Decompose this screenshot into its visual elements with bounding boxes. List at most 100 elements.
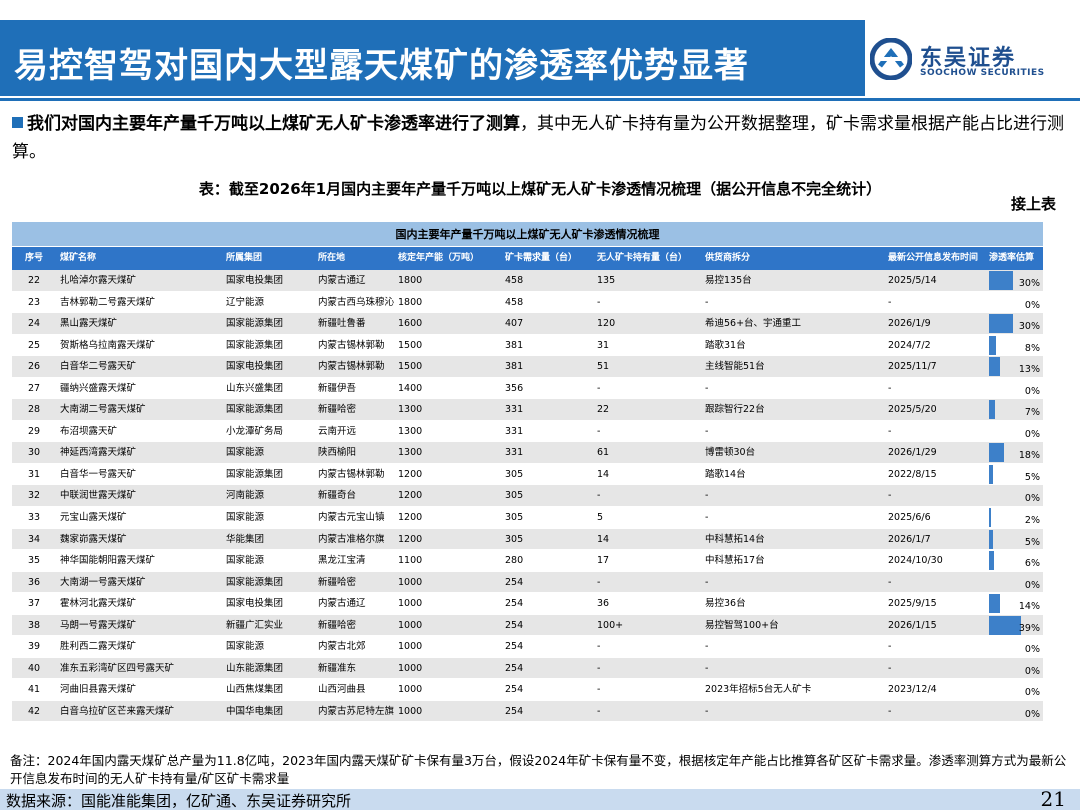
table-cell-supplier: 希迪56+台、宇通重工: [705, 318, 802, 330]
penetration-value: 0%: [1024, 299, 1040, 311]
table-cell-supplier: -: [705, 705, 709, 717]
col-header: 核定年产能（万吨）: [398, 253, 480, 263]
table-row: 40 准东五彩湾矿区四号露天矿 山东能源集团 新疆准东 1000 254 - - - 0%: [12, 657, 1043, 680]
col-header: 无人矿卡持有量（台）: [597, 253, 688, 263]
table-cell-no: 42: [27, 705, 41, 717]
table-cell-name: 大南湖二号露天煤矿: [60, 404, 146, 416]
table-cell-group: 国家电投集团: [226, 361, 284, 373]
table-row: 30 神延西湾露天煤矿 国家能源 陕西榆阳 1300 331 61 博雷顿30台 2026/1/…: [12, 442, 1043, 464]
soochow-logo-icon: [870, 38, 912, 80]
penetration-bar: [989, 335, 996, 355]
table-cell-loc: 内蒙古锡林郭勒: [318, 339, 385, 351]
table-cell-date: -: [888, 490, 892, 502]
table-cell-no: 33: [27, 512, 41, 524]
table-caption: 国内主要年产量千万吨以上煤矿无人矿卡渗透情况梳理: [12, 222, 1043, 247]
table-cell-loc: 山西河曲县: [318, 684, 366, 696]
table-cell-date: -: [888, 662, 892, 674]
table-cell-loc: 内蒙古北郊: [318, 641, 366, 653]
table-cell-supplier: 中科慧拓17台: [705, 555, 765, 567]
table-cell-name: 白音乌拉矿区芒来露天煤矿: [60, 705, 175, 717]
penetration-value: 0%: [1024, 579, 1040, 591]
table-cell-name: 准东五彩湾矿区四号露天矿: [60, 662, 175, 674]
title-bar: 易控智驾对国内大型露天煤矿的渗透率优势显著: [0, 20, 865, 96]
table-cell-date: 2025/9/15: [888, 598, 937, 610]
table-cell-loc: 新疆哈密: [318, 619, 357, 631]
table-cell-group: 辽宁能源: [226, 296, 265, 308]
table-cell-supplier: -: [705, 425, 709, 437]
table-cell-cap: 1000: [398, 619, 423, 631]
col-header: 最新公开信息发布时间: [888, 253, 979, 263]
table-cell-group: 国家能源集团: [226, 576, 284, 588]
table-cell-own: -: [597, 576, 601, 588]
table-cell-own: 14: [597, 468, 610, 480]
table-cell-cap: 1800: [398, 275, 423, 286]
table-cell-date: 2023/12/4: [888, 684, 937, 696]
penetration-value: 13%: [1018, 364, 1040, 376]
table-cell-supplier: -: [705, 382, 709, 394]
table-cell-no: 41: [27, 684, 41, 696]
table-cell-group: 国家电投集团: [226, 598, 284, 610]
table-cell-group: 河南能源: [226, 490, 265, 502]
penetration-bar: [989, 615, 1021, 635]
table-row: 24 黑山露天煤矿 国家能源集团 新疆吐鲁番 1600 407 120 希迪56+台、宇通重工…: [12, 313, 1043, 335]
table-cell-cap: 1000: [398, 662, 423, 674]
col-header: 煤矿名称: [60, 253, 97, 263]
table-cell-loc: 新疆准东: [318, 662, 357, 674]
table-cell-loc: 新疆哈密: [318, 404, 357, 416]
table-cell-group: 小龙潭矿务局: [226, 425, 284, 437]
table-cell-no: 32: [27, 490, 41, 502]
table-cell-cap: 1000: [398, 598, 423, 610]
table-cell-loc: 内蒙古元宝山镇: [318, 512, 385, 524]
table-cell-name: 霍林河北露天煤矿: [60, 598, 137, 610]
table-cell-own: 14: [597, 533, 610, 545]
table-cell-own: -: [597, 382, 601, 394]
col-header: 所属集团: [226, 253, 263, 263]
penetration-value: 14%: [1018, 601, 1040, 613]
table-cell-own: -: [597, 296, 601, 308]
table-cell-demand: 254: [505, 598, 524, 610]
table-cell-supplier: -: [705, 641, 709, 653]
table-cell-no: 40: [27, 662, 41, 674]
table-cell-supplier: 易控135台: [705, 275, 752, 286]
table-cell-own: 36: [597, 598, 610, 610]
footnote: 备注：2024年国内露天煤矿总产量为11.8亿吨，2023年国内露天煤矿矿卡保有…: [10, 753, 1067, 786]
table-cell-cap: 1200: [398, 490, 423, 502]
table-cell-supplier: 易控36台: [705, 598, 746, 610]
table-cell-name: 疆纳兴盛露天煤矿: [60, 382, 137, 394]
table-cell-cap: 1200: [398, 512, 423, 524]
penetration-bar: [989, 508, 991, 528]
table-cell-demand: 381: [505, 339, 524, 351]
penetration-bar: [989, 314, 1014, 334]
table-cell-demand: 407: [505, 318, 524, 330]
col-header: 矿卡需求量（台）: [505, 253, 578, 263]
table-cell-cap: 1300: [398, 447, 423, 459]
table-cell-no: 35: [27, 555, 41, 567]
table-cell-name: 贺斯格乌拉南露天煤矿: [60, 339, 156, 351]
penetration-value: 0%: [1024, 687, 1040, 699]
table-cell-demand: 254: [505, 662, 524, 674]
table-cell-name: 元宝山露天煤矿: [60, 512, 127, 524]
table-cell-cap: 1400: [398, 382, 423, 394]
penetration-value: 5%: [1024, 536, 1040, 548]
intro-rest: ，其中无人矿卡持有量为公开数据整理，矿卡需求量根据产能占比进行测算。: [12, 114, 1064, 162]
intro-bold: 我们对国内主要年产量千万吨以上煤矿无人矿卡渗透率进行了测算: [27, 114, 520, 134]
penetration-value: 7%: [1024, 407, 1040, 419]
table-cell-loc: 新疆伊吾: [318, 382, 357, 394]
penetration-bar: [989, 271, 1014, 290]
table-row: 23 吉林郭勒二号露天煤矿 辽宁能源 内蒙古西乌珠穆沁 1800 458 - - - 0%: [12, 291, 1043, 314]
table-cell-supplier: 踏歌31台: [705, 339, 746, 351]
table-row: 39 胜利西二露天煤矿 国家能源 内蒙古北郊 1000 254 - - - 0%: [12, 636, 1043, 658]
table-cell-cap: 1800: [398, 296, 423, 308]
page-number: 21: [1040, 787, 1066, 811]
penetration-bar: [989, 594, 1001, 614]
intro-paragraph: 我们对国内主要年产量千万吨以上煤矿无人矿卡渗透率进行了测算，其中无人矿卡持有量为…: [12, 110, 1072, 166]
table-cell-demand: 305: [505, 490, 524, 502]
table-row: 29 布沼坝露天矿 小龙潭矿务局 云南开远 1300 331 - - - 0%: [12, 420, 1043, 443]
table-cell-demand: 331: [505, 404, 524, 416]
table-cell-date: -: [888, 296, 892, 308]
table-cell-cap: 1300: [398, 404, 423, 416]
penetration-value: 39%: [1018, 622, 1040, 634]
table-cell-name: 河曲旧县露天煤矿: [60, 684, 137, 696]
table-cell-demand: 381: [505, 361, 524, 373]
table-cell-supplier: -: [705, 296, 709, 308]
